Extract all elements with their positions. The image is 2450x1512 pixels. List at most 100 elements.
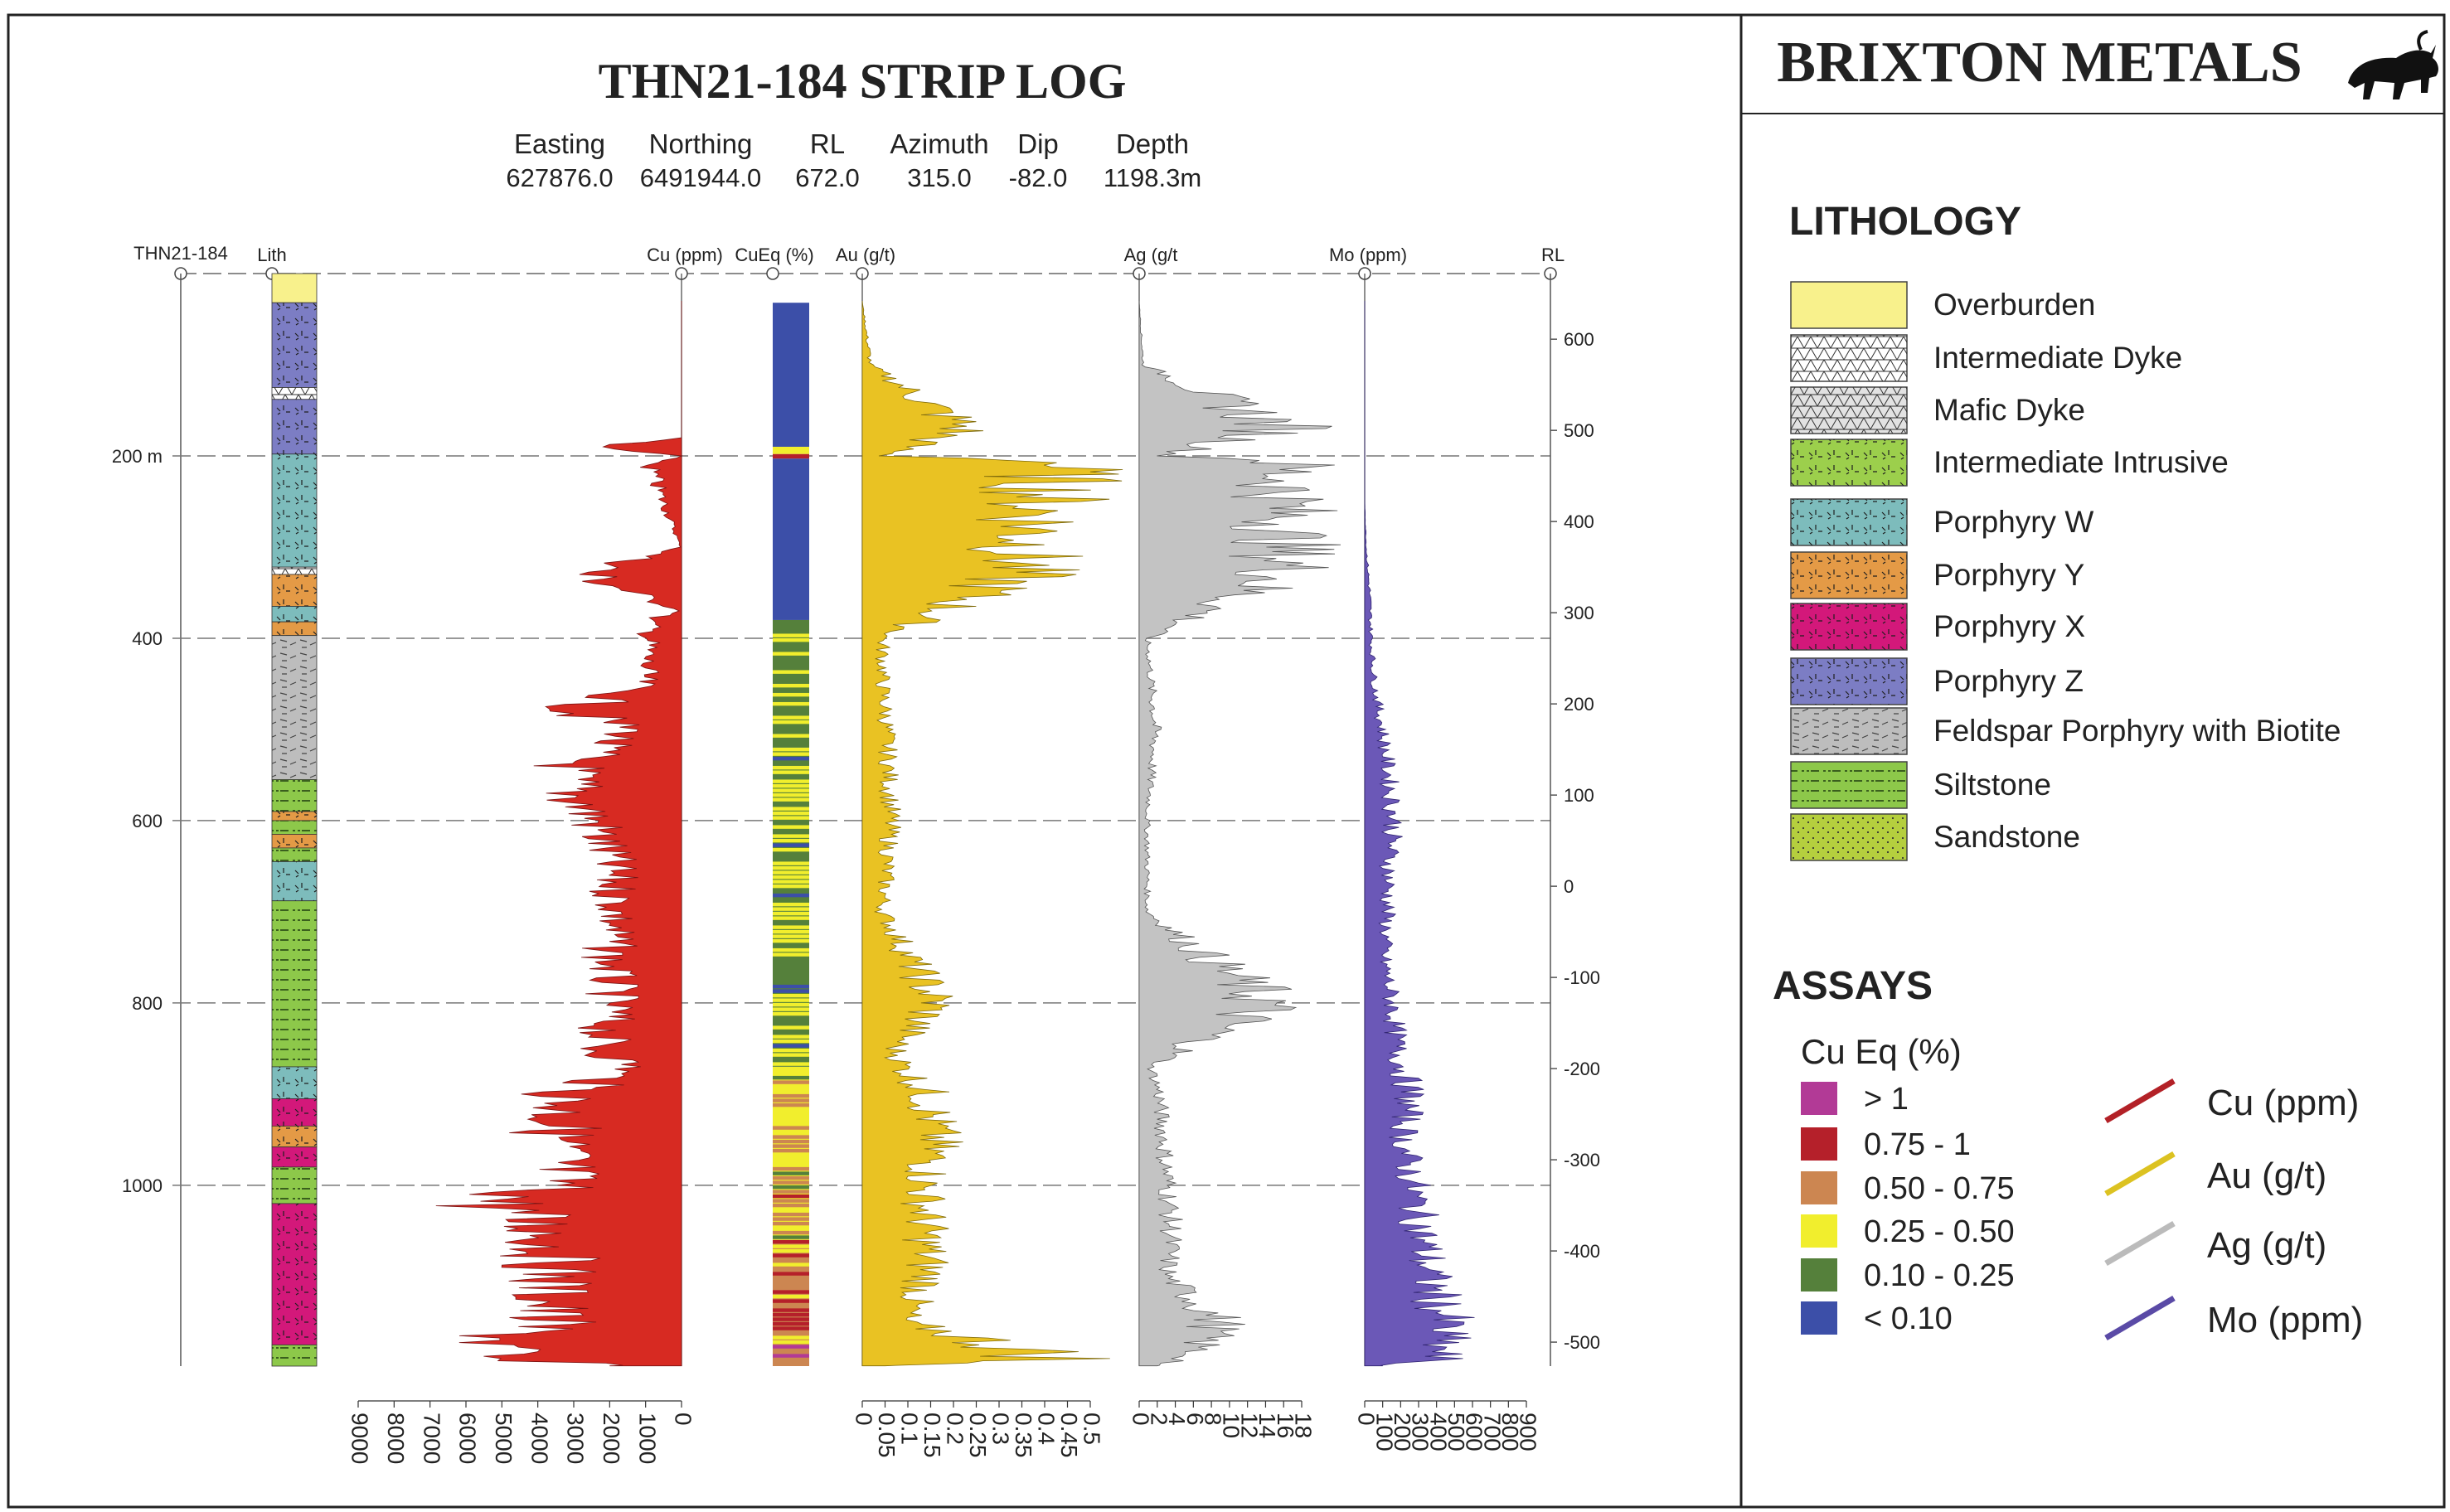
cueq-stripe xyxy=(773,875,809,880)
mo-x-tick-label: 100 xyxy=(1371,1413,1397,1451)
cueq-stripe xyxy=(773,1212,809,1217)
cueq-stripe xyxy=(773,1221,809,1226)
cueq-stripe xyxy=(773,1166,809,1171)
lith-interval xyxy=(271,273,318,303)
au-x-tick-label: 0.5 xyxy=(1079,1413,1105,1445)
au-track-label: Au (g/t) xyxy=(836,245,895,265)
cueq-stripe xyxy=(773,1262,809,1267)
cueq-stripe xyxy=(773,1230,809,1235)
cu-x-tick-label: 9000 xyxy=(347,1413,373,1464)
rl-tick-label: 0 xyxy=(1564,876,1574,897)
rl-axis-label: RL xyxy=(1541,245,1565,265)
cueq-stripe xyxy=(773,1194,809,1199)
cueq-stripe xyxy=(773,1098,809,1102)
cueq-stripe xyxy=(773,1171,809,1175)
cueq-stripe xyxy=(773,1248,809,1253)
element-swatch xyxy=(2104,1151,2176,1197)
ag-track-label: Ag (g/t xyxy=(1124,245,1178,265)
cueq-stripe xyxy=(773,811,809,816)
lithology-label: Mafic Dyke xyxy=(1933,393,2085,427)
depth-tick-label: 600 xyxy=(132,811,163,831)
company-name: BRIXTON METALS xyxy=(1777,31,2302,94)
lith-interval-pattern xyxy=(272,453,317,568)
element-swatch xyxy=(2104,1078,2176,1124)
cueq-stripe xyxy=(773,816,809,820)
cueq-swatch xyxy=(1801,1082,1837,1115)
cueq-stripe xyxy=(773,1035,809,1039)
param-label: RL xyxy=(810,128,845,159)
lithology-swatch-pattern xyxy=(1791,499,1907,545)
cueq-stripe xyxy=(773,1326,809,1330)
assays-legend-title: ASSAYS xyxy=(1773,964,1933,1008)
cueq-swatch xyxy=(1801,1301,1837,1335)
cueq-legend-title: Cu Eq (%) xyxy=(1801,1032,1962,1071)
cueq-stripe xyxy=(773,792,809,797)
lithology-legend: Overburden Intermediate Dyke Mafic Dyke Int… xyxy=(1790,281,2341,861)
cu-x-tick-label: 6000 xyxy=(455,1413,481,1464)
cueq-stripe xyxy=(773,747,809,752)
ag-x-tick-label: 18 xyxy=(1291,1413,1317,1438)
mo-trace xyxy=(1364,301,1475,1367)
cueq-label: < 0.10 xyxy=(1864,1301,1953,1336)
ag-x-tick-label: 10 xyxy=(1218,1413,1244,1438)
lith-interval-pattern xyxy=(272,1098,317,1127)
lith-interval-pattern xyxy=(272,606,317,623)
ag-x-tick-label: 2 xyxy=(1146,1413,1172,1426)
cueq-stripe xyxy=(773,865,809,870)
cueq-label: 0.50 - 0.75 xyxy=(1864,1171,2015,1206)
mo-x-tick-label: 900 xyxy=(1516,1413,1541,1451)
cueq-stripe xyxy=(773,1075,809,1080)
lithology-swatch-pattern xyxy=(1791,658,1907,705)
cueq-stripe xyxy=(773,1011,809,1016)
cueq-legend: > 1 0.75 - 1 0.50 - 0.75 0.25 - 0.50 0.10 - … xyxy=(1801,1082,2015,1336)
cueq-stripe xyxy=(773,1203,809,1208)
cueq-stripe xyxy=(773,1062,809,1066)
lith-interval-pattern xyxy=(272,387,317,400)
element-label: Ag (g/t) xyxy=(2207,1225,2326,1266)
mo-x-tick-label: 800 xyxy=(1497,1413,1523,1451)
cueq-stripe xyxy=(773,1180,809,1185)
cueq-stripe xyxy=(773,1317,809,1321)
lith-interval-pattern xyxy=(272,635,317,780)
cueq-stripe xyxy=(773,984,809,989)
rl-tick-label: -500 xyxy=(1564,1332,1600,1353)
param-label: Azimuth xyxy=(890,128,988,159)
cueq-stripe xyxy=(773,938,809,943)
cueq-swatch xyxy=(1801,1214,1837,1248)
mo-x-tick-label: 400 xyxy=(1425,1413,1451,1451)
cueq-stripe xyxy=(773,1135,809,1139)
cu-trace xyxy=(435,301,683,1367)
cueq-label: 0.25 - 0.50 xyxy=(1864,1214,2015,1249)
lith-interval-pattern xyxy=(272,820,317,835)
cueq-stripe xyxy=(773,993,809,998)
cu-x-tick-label: 0 xyxy=(671,1413,696,1426)
lithology-label: Siltstone xyxy=(1933,768,2051,802)
bull-icon xyxy=(2348,30,2438,99)
cueq-stripe xyxy=(773,788,809,792)
cueq-stripe xyxy=(773,637,809,642)
cueq-label: 0.10 - 0.25 xyxy=(1864,1258,2015,1293)
cueq-interval xyxy=(773,453,809,459)
lithology-label: Feldspar Porphyry with Biotite xyxy=(1933,714,2341,748)
rl-tick-label: -100 xyxy=(1564,967,1600,988)
lithology-label: Intermediate Intrusive xyxy=(1933,445,2229,479)
lithology-swatch-pattern xyxy=(1791,603,1907,650)
ag-x-tick-label: 0 xyxy=(1128,1413,1154,1426)
lithology-swatch-pattern xyxy=(1791,387,1907,434)
rl-tick-label: 100 xyxy=(1564,785,1594,806)
cueq-stripe xyxy=(773,652,809,656)
rl-tick-label: 300 xyxy=(1564,603,1594,623)
cueq-stripe xyxy=(773,911,809,916)
cueq-swatch xyxy=(1801,1258,1837,1292)
depth-tick-label: 200 m xyxy=(112,446,163,467)
param-label: Depth xyxy=(1116,128,1189,159)
lithology-swatch-pattern xyxy=(1791,814,1907,860)
cueq-stripe xyxy=(773,1025,809,1030)
ag-x-tick-label: 4 xyxy=(1164,1413,1190,1426)
au-x-tick-label: 0.4 xyxy=(1034,1413,1060,1445)
cueq-stripe xyxy=(773,893,809,898)
cueq-interval xyxy=(773,446,809,454)
param-value: 1198.3m xyxy=(1104,163,1201,192)
cueq-stripe xyxy=(773,633,809,637)
cueq-stripe xyxy=(773,1175,809,1180)
